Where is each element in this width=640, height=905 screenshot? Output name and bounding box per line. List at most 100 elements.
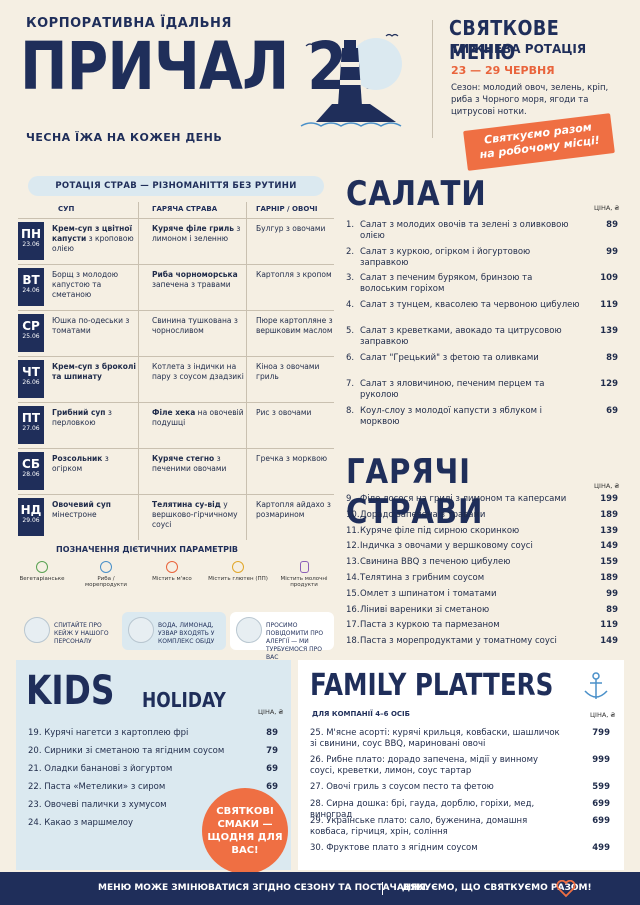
dish-name: Грибний суп [52,408,106,417]
item-number: 11. [346,525,360,536]
day-date: 25.06 [22,333,40,340]
rotation-cell-side: Булгур з овочами [256,224,336,234]
water-icon [128,617,154,643]
day-name: ВТ [22,273,40,287]
legend-label: Містить глютен (ПП) [208,576,268,582]
item-price: 149 [600,636,618,647]
promo-banner: Святкуємо разом на робочому місці! [463,113,615,171]
dish-name: Крем-суп з цвітної капусти [52,224,133,243]
item-name: Куряче філе під сирною скоринкою [360,525,520,536]
item-name: 28. Сирна дошка: брі, гауда, дорблю, гор… [310,799,535,820]
item-name: Свинина BBQ з печеною цибулею [360,557,511,568]
item-price: 149 [600,541,618,552]
hot-title: ГАРЯЧІ СТРАВИ [346,452,484,532]
rotation-cell-soup: Борщ з молодою капустою та сметаною [52,270,136,300]
legend-label: Риба / морепродукти [85,576,127,588]
family-section: FAMILY PLATTERS ДЛЯ КОМПАНІЇ 4–6 ОСІБ ЦІ… [298,660,624,870]
legend-vegetarian: Вегетаріанське [12,561,72,582]
kids-title: KIDS [26,668,115,714]
column-divider [138,202,139,540]
rotation-cell-soup: Грибний суп з перловкою [52,408,136,428]
item-name: Ліниві вареники зі сметаною [360,604,490,615]
dish-name: Телятина су-від [152,500,221,509]
dish-detail: Юшка по-одеськи з томатами [52,316,130,335]
dish-detail: запечена з травами [152,280,231,289]
rotation-cell-side: Гречка з морквою [256,454,336,464]
item-price: 89 [266,728,278,738]
notices: СПИТАЙТЕ ПРО КЕЙЖ У НАШОГО ПЕРСОНАЛУ ВОД… [18,612,334,661]
kids-item: 21. Оладки бананові з йогуртом 69 [28,764,278,775]
item-price: 89 [606,352,618,363]
rotation-cell-hot-dish: Куряче філе гриль з лимоном і зеленню [152,224,244,244]
day-badge: ПТ 27.06 [18,406,44,444]
brand-subtitle: КОРПОРАТИВНА ЇДАЛЬНЯ [26,16,232,31]
item-name: Салат з молодих овочів та зелені з оливк… [360,220,569,241]
item-price: 189 [600,573,618,583]
dish-detail: на овочевій подушці [152,408,244,427]
legend-label: Містить молочні продукти [280,576,328,588]
salads-price-header: ЦІНА, ₴ [594,204,620,212]
dish-detail: з лимоном і зеленню [152,224,241,243]
item-name: 23. Овочеві палички з хумусом [28,800,167,810]
item-name: Індичка з овочами у вершковому соусі [360,541,533,552]
dish-detail: Картопля з кропом [256,270,332,279]
kids-item: 23. Овочеві палички з хумусом [28,800,198,811]
dish-detail: Свинина тушкована з чорносливом [152,316,238,335]
item-price: 89 [606,604,618,615]
kids-badge: СВЯТКОВІ СМАКИ — ЩОДНЯ ДЛЯ ВАС! [202,788,288,874]
rotation-table: РОТАЦІЯ СТРАВ — РІЗНОМАНІТТЯ БЕЗ РУТИНИ … [18,172,334,544]
rotation-cell-hot-dish: Котлета з індички на пару з соусом дзадз… [152,362,244,382]
footer: МЕНЮ МОЖЕ ЗМІНЮВАТИСЯ ЗГІДНО СЕЗОНУ ТА П… [0,872,640,905]
rotation-row: СР 25.06 Юшка по-одеськи з томатами Свини… [18,310,334,354]
rotation-row: ЧТ 26.06 Крем-суп з броколі та шпинату Кот… [18,356,334,400]
rotation-cell-side: Рис з овочами [256,408,336,418]
item-name: Паста з морепродуктами у томатному соусі [360,636,557,647]
item-name: Салат з тунцем, квасолею та червоною циб… [360,299,580,310]
item-price: 139 [600,326,618,336]
rotation-cell-hot-dish: Телятина су-від у вершково-гірчичному со… [152,500,244,530]
leaf-icon [36,561,48,573]
kids-item: 19. Курячі нагетси з картоплею фрі 89 [28,728,278,739]
item-name: Салат з яловичиною, печеним перцем та ру… [360,379,545,400]
menu-season: Сезон: молодий овоч, зелень, кріп, риба … [451,83,609,117]
dish-detail: з огірком [52,454,109,473]
dish-detail: з печеними овочами [152,454,227,473]
dish-name: Овочевий суп [52,500,111,509]
dish-detail: Картопля айдахо з розмарином [256,500,331,519]
menu-title: СВЯТКОВЕ МЕНЮ [449,16,560,64]
day-badge: ПН 23.06 [18,222,44,260]
rotation-cell-side: Кіноа з овочами гриль [256,362,336,382]
item-name: 21. Оладки бананові з йогуртом [28,764,173,774]
item-name: Паста з куркою та пармезаном [360,620,500,631]
dish-detail: Булгур з овочами [256,224,326,233]
milk-icon [299,561,309,573]
item-name: Омлет з шпинатом і томатами [360,588,497,599]
rotation-row: СБ 28.06 Розсольник з огірком Куряче стегно… [18,448,334,492]
item-name: 27. Овочі гриль з соусом песто та фетою [310,782,494,792]
item-name: Салат з куркою, огірком і йогуртовою зап… [360,246,531,268]
rotation-title: РОТАЦІЯ СТРАВ — РІЗНОМАНІТТЯ БЕЗ РУТИНИ [28,176,324,196]
day-badge: СР 25.06 [18,314,44,352]
heart-icon [556,880,576,898]
item-name: 24. Какао з маршмелоу [28,818,134,828]
item-number: 17. [346,620,360,631]
column-divider [246,202,247,540]
header-divider [432,20,433,138]
dish-detail: у вершково-гірчичному соусі [152,500,238,529]
menu-rotation: ТИЖНЕВА РОТАЦІЯ [451,42,587,56]
day-name: НД [20,503,42,517]
anchor-icon [584,672,608,699]
item-name: 26. Рибне плато: дорадо запечена, мідії … [310,755,539,776]
item-price: 799 [592,728,610,738]
day-date: 23.06 [22,241,40,248]
item-name: 20. Сирники зі сметаною та ягідним соусо… [28,746,225,756]
rotation-row: ВТ 24.06 Борщ з молодою капустою та смета… [18,264,334,308]
dish-name: Риба чорноморська [152,270,238,279]
item-price: 499 [592,843,610,853]
day-date: 27.06 [22,425,40,432]
item-name: Філе лосося на грилі з лимоном та каперс… [360,494,567,504]
item-price: 119 [600,299,618,310]
rotation-cell-hot-dish: Куряче стегно з печеними овочами [152,454,244,474]
rotation-row: НД 29.06 Овочевий суп мінестроне Телятина с… [18,494,334,538]
kids-section: KIDS HOLIDAY ЦІНА, ₴ 19. Курячі нагетси … [16,660,291,874]
